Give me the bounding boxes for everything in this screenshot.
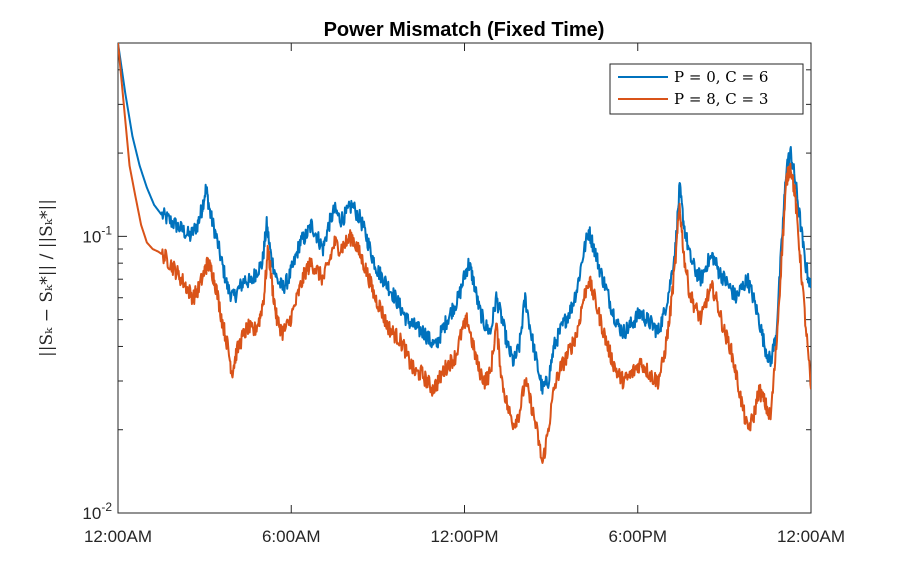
x-tick-label: 6:00PM xyxy=(608,527,667,546)
legend-label: P = 8, C = 3 xyxy=(674,90,768,108)
legend-box xyxy=(609,63,804,115)
x-tick-label: 6:00AM xyxy=(262,527,321,546)
x-tick-label: 12:00AM xyxy=(84,527,152,546)
y-tick-label: 10-1 xyxy=(82,223,112,246)
x-tick-label: 12:00PM xyxy=(430,527,498,546)
chart-title: Power Mismatch (Fixed Time) xyxy=(324,19,605,41)
series-line-1 xyxy=(118,43,811,395)
x-tick-label: 12:00AM xyxy=(777,527,845,546)
y-tick-label: 10-2 xyxy=(82,500,112,523)
legend-label: P = 0, C = 6 xyxy=(674,68,768,86)
plot-area: 10-2 10-1 12:00AM 6:00AM 12:00PM 6:00PM 12:00A… xyxy=(82,42,845,546)
series-line-2 xyxy=(118,43,811,464)
y-axis-label: ||Sₖ − Sₖ*|| / ||Sₖ*|| xyxy=(37,199,57,357)
